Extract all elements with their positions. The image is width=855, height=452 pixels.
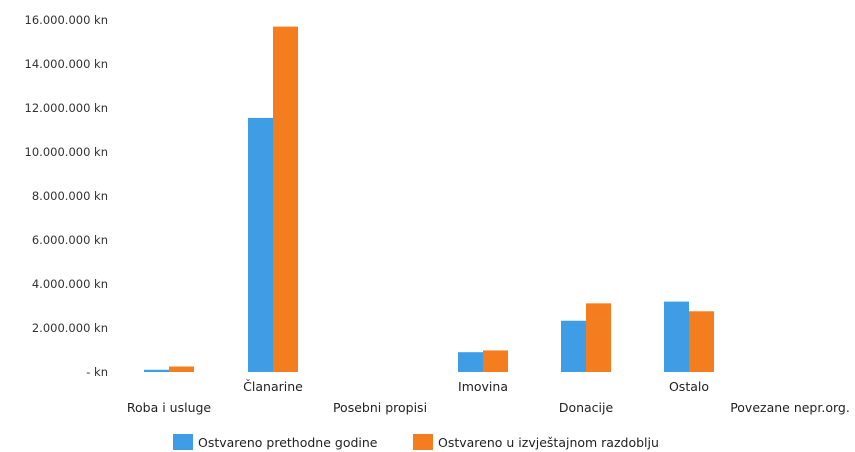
y-tick-label: 8.000.000 kn: [32, 189, 108, 203]
bar-current-period: [586, 303, 611, 372]
x-category-label: Roba i usluge: [127, 400, 212, 415]
y-tick-label: - kn: [86, 365, 108, 379]
bar-previous-year: [144, 369, 169, 372]
bar-previous-year: [561, 320, 586, 372]
y-axis: - kn 2.000.000 kn 4.000.000 kn 6.000.000 kn…: [25, 13, 108, 379]
legend-label: Ostvareno prethodne godine: [198, 435, 378, 450]
x-category-label: Donacije: [559, 400, 614, 415]
x-category-label: Povezane nepr.org.: [730, 400, 850, 415]
y-tick-label: 12.000.000 kn: [25, 101, 108, 115]
x-category-label: Posebni propisi: [333, 400, 427, 415]
x-axis-labels: Roba i usluge Članarine Posebni propisi Imo…: [127, 379, 850, 415]
bar-previous-year: [248, 117, 273, 373]
legend-label: Ostvareno u izvještajnom razdoblju: [438, 435, 659, 450]
bar-previous-year: [458, 352, 483, 372]
y-tick-label: 10.000.000 kn: [25, 145, 108, 159]
y-tick-label: 6.000.000 kn: [32, 233, 108, 247]
y-tick-label: 16.000.000 kn: [25, 13, 108, 27]
bar-previous-year: [664, 301, 689, 372]
bar-current-period: [689, 311, 714, 372]
legend: Ostvareno prethodne godine Ostvareno u iz…: [173, 434, 659, 450]
x-category-label: Imovina: [458, 379, 508, 394]
bar-current-period: [483, 350, 508, 372]
y-tick-label: 4.000.000 kn: [32, 277, 108, 291]
y-tick-label: 2.000.000 kn: [32, 321, 108, 335]
y-tick-label: 14.000.000 kn: [25, 57, 108, 71]
bar-current-period: [169, 366, 194, 372]
bar-current-period: [273, 26, 298, 372]
bars: [144, 26, 714, 373]
legend-swatch: [173, 434, 193, 450]
x-category-label: Članarine: [243, 379, 303, 394]
x-category-label: Ostalo: [669, 379, 709, 394]
legend-swatch: [413, 434, 433, 450]
